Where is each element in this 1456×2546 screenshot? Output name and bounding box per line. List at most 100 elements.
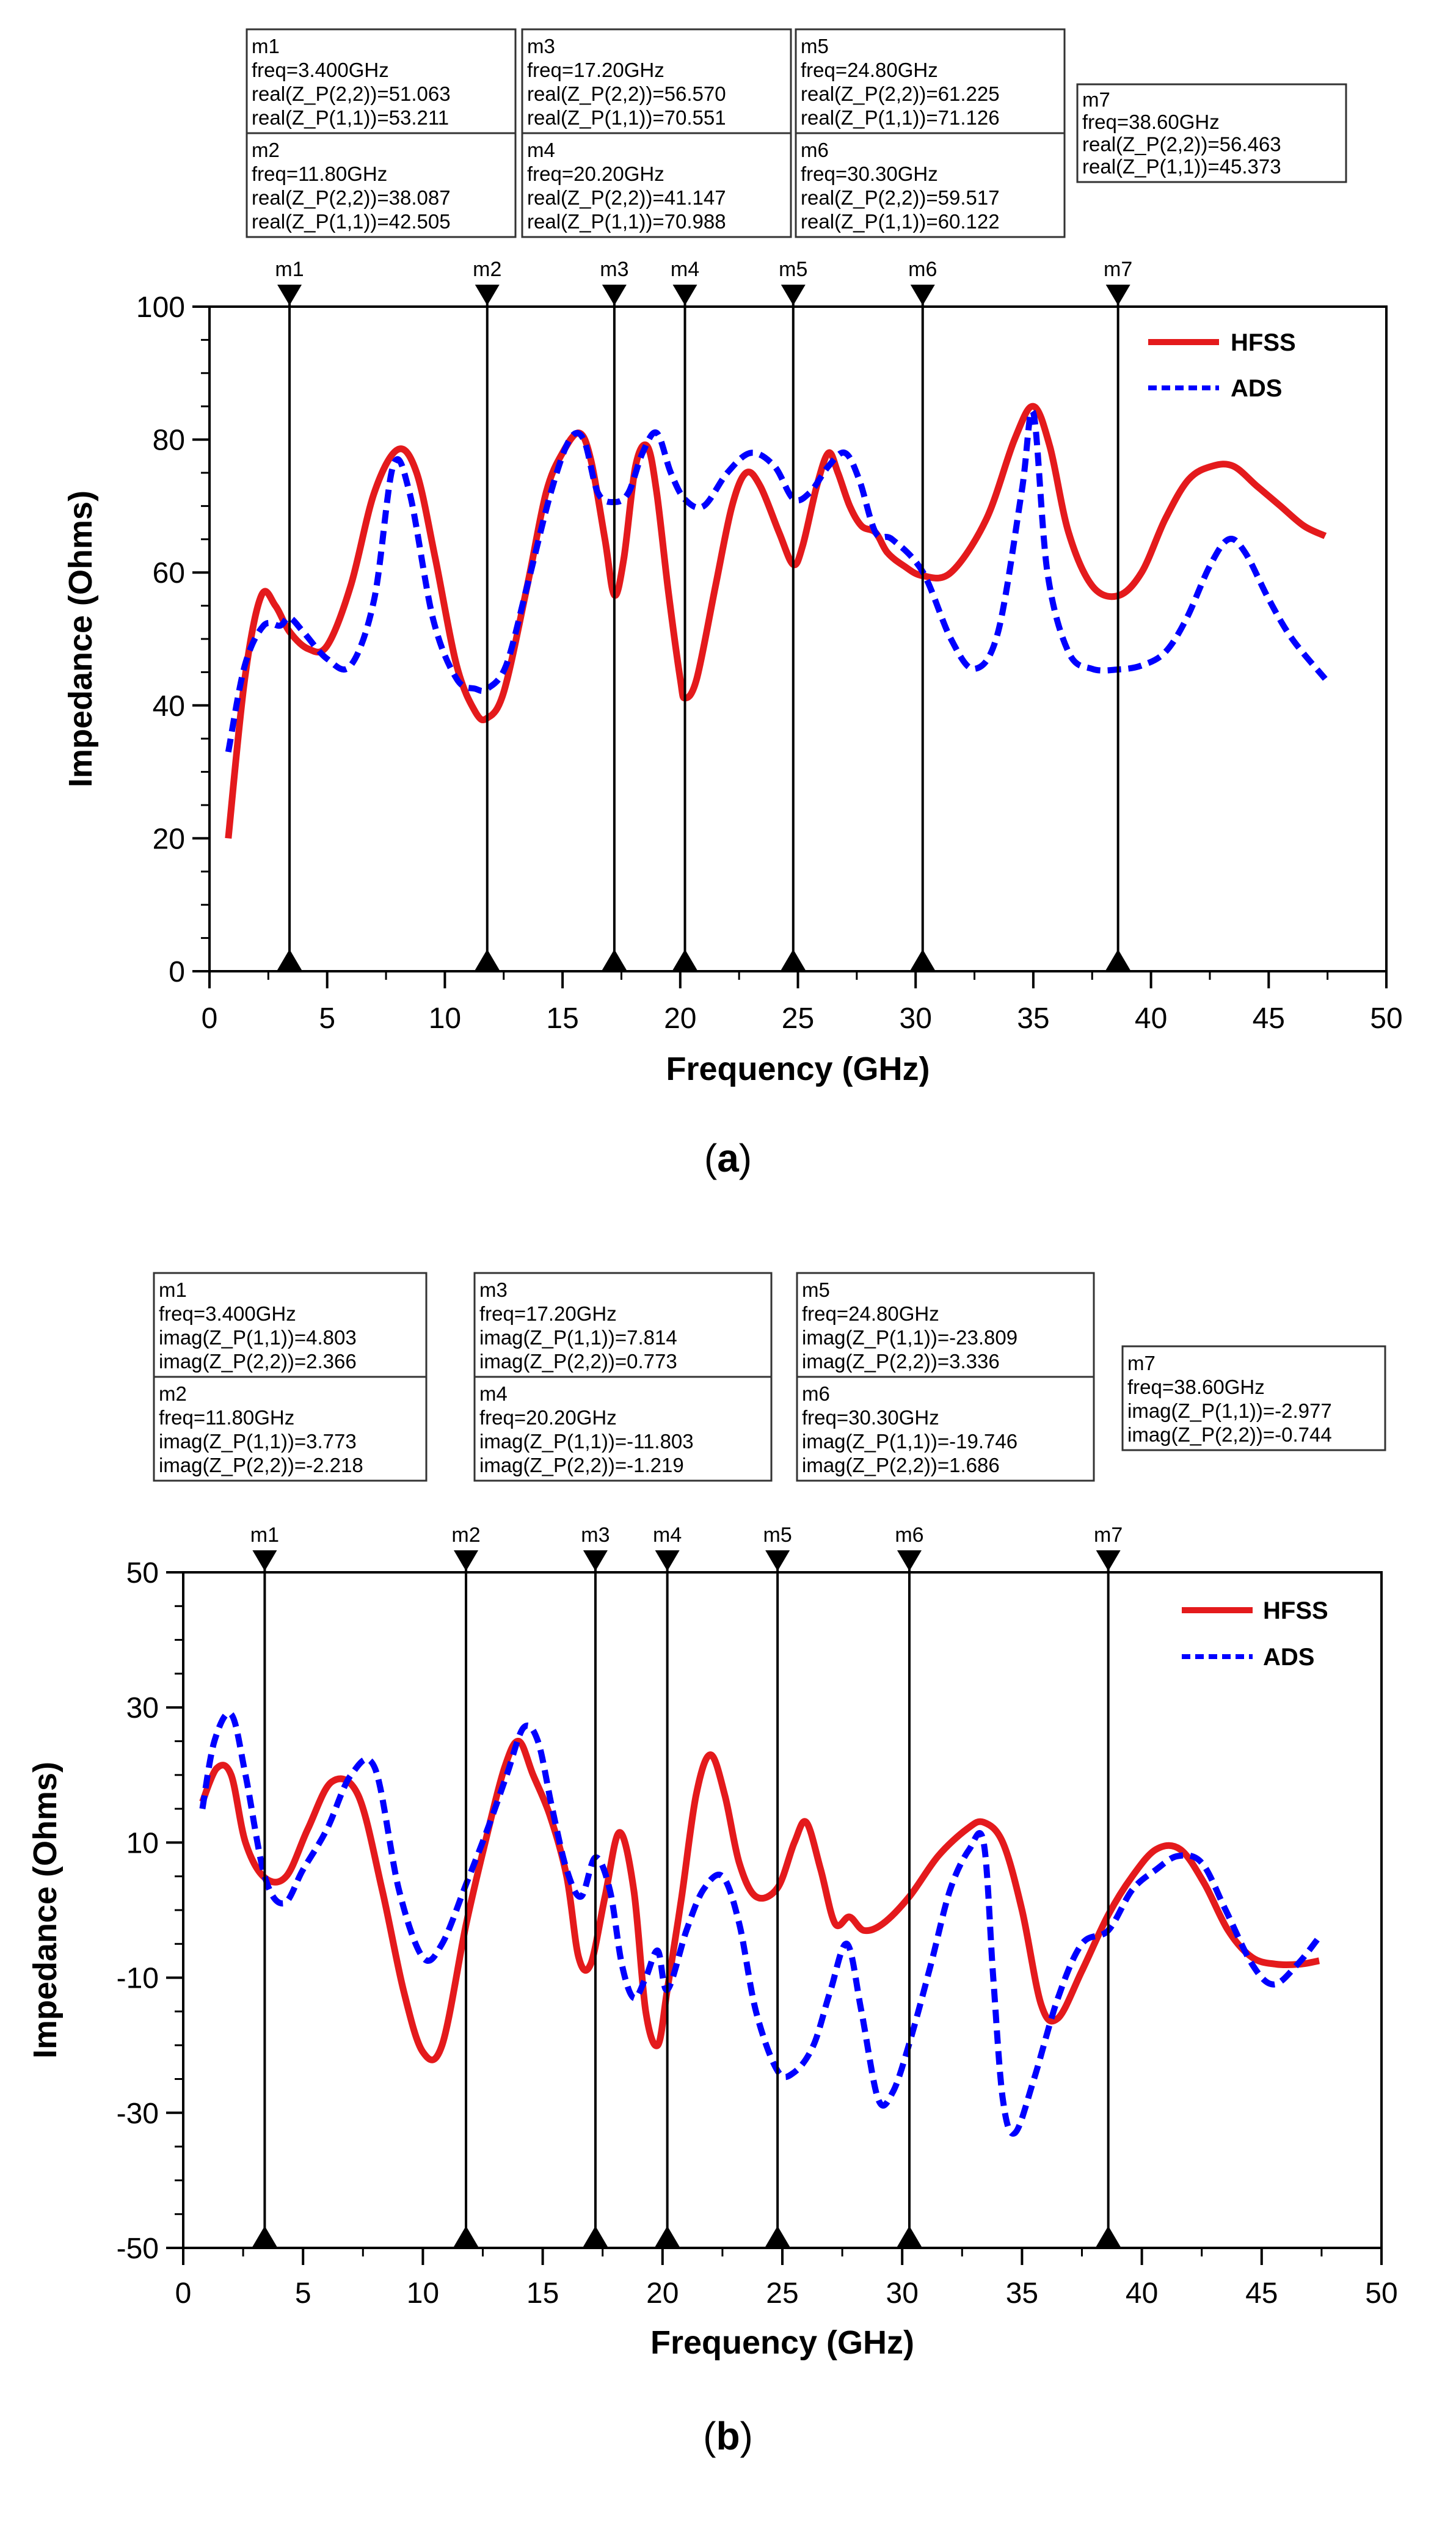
marker-box-value-1: imag(Z_P(1,1))=-23.809 bbox=[802, 1326, 1017, 1349]
y-tick-label: 40 bbox=[153, 690, 185, 723]
marker-box-name: m4 bbox=[479, 1382, 508, 1405]
marker-box-freq: freq=38.60GHz bbox=[1127, 1376, 1265, 1398]
x-tick-label: 10 bbox=[429, 1002, 461, 1035]
marker-box-value-2: imag(Z_P(2,2))=-1.219 bbox=[479, 1454, 684, 1476]
x-axis-title: Frequency (GHz) bbox=[650, 2324, 914, 2361]
chart-panel-a: 0 20 40 60 80 100 0 5 10 15 20 25 30 35 40 45 50 Frequenc… bbox=[62, 28, 1403, 1180]
marker-box-frame bbox=[473, 1272, 773, 1378]
marker-box-m5: m5freq=24.80GHzreal(Z_P(2,2))=61.225real… bbox=[795, 28, 1066, 134]
marker-label-m4: m4 bbox=[653, 1523, 682, 1547]
x-tick-label: 25 bbox=[782, 1002, 814, 1035]
marker-box-frame bbox=[153, 1272, 428, 1378]
marker-box-value-1: imag(Z_P(1,1))=-2.977 bbox=[1127, 1399, 1332, 1422]
marker-box-frame bbox=[795, 132, 1066, 238]
marker-box-name: m6 bbox=[801, 139, 829, 161]
legend: HFSS ADS bbox=[1182, 1597, 1328, 1671]
marker-bottom-triangle-m1 bbox=[252, 2226, 277, 2247]
marker-top-triangle-m1 bbox=[277, 285, 302, 305]
marker-box-name: m1 bbox=[252, 35, 280, 57]
marker-box-value-2: imag(Z_P(2,2))=-0.744 bbox=[1127, 1423, 1332, 1446]
marker-box-value-2: real(Z_P(1,1))=71.126 bbox=[801, 106, 1000, 129]
marker-box-value-1: real(Z_P(2,2))=56.463 bbox=[1082, 133, 1281, 156]
y-tick-label: 30 bbox=[126, 1692, 159, 1724]
y-axis-title: Impedance (Ohms) bbox=[27, 1762, 64, 2059]
marker-box-frame bbox=[796, 1376, 1095, 1482]
marker-label-m4: m4 bbox=[671, 258, 699, 281]
legend-label-hfss: HFSS bbox=[1263, 1597, 1328, 1624]
x-tick-label: 20 bbox=[646, 2277, 679, 2310]
x-tick-label: 45 bbox=[1253, 1002, 1285, 1035]
marker-box-freq: freq=24.80GHz bbox=[802, 1302, 939, 1325]
marker-top-triangle-m2 bbox=[454, 1550, 479, 1571]
marker-box-freq: freq=20.20GHz bbox=[527, 162, 664, 185]
marker-bottom-triangle-m5 bbox=[781, 949, 806, 970]
marker-top-triangle-m5 bbox=[781, 285, 806, 305]
marker-box-name: m5 bbox=[802, 1278, 830, 1301]
marker-box-name: m3 bbox=[527, 35, 555, 57]
marker-bottom-triangle-m5 bbox=[765, 2226, 790, 2247]
y-tick-label: -30 bbox=[117, 2098, 159, 2130]
marker-box-name: m5 bbox=[801, 35, 829, 57]
marker-box-name: m7 bbox=[1082, 89, 1110, 111]
marker-top-triangle-m1 bbox=[252, 1550, 277, 1571]
plot-frame bbox=[182, 1571, 1383, 2249]
marker-label-m3: m3 bbox=[581, 1523, 610, 1547]
marker-box-value-2: real(Z_P(1,1))=45.373 bbox=[1082, 155, 1281, 178]
marker-box-m4: m4freq=20.20GHzimag(Z_P(1,1))=-11.803ima… bbox=[473, 1376, 773, 1482]
marker-label-m7: m7 bbox=[1094, 1523, 1123, 1547]
marker-bottom-triangle-m4 bbox=[672, 949, 697, 970]
y-tick-label: -10 bbox=[117, 1963, 159, 1995]
marker-box-freq: freq=11.80GHz bbox=[252, 162, 387, 185]
marker-bottom-triangle-m1 bbox=[277, 949, 302, 970]
marker-box-m3: m3freq=17.20GHzimag(Z_P(1,1))=7.814imag(… bbox=[473, 1272, 773, 1378]
marker-top-triangle-m7 bbox=[1096, 1550, 1121, 1571]
marker-label-m1: m1 bbox=[275, 258, 304, 281]
y-tick-label: -50 bbox=[117, 2233, 159, 2265]
marker-box-freq: freq=3.400GHz bbox=[252, 59, 389, 81]
marker-label-m5: m5 bbox=[779, 258, 807, 281]
series-line-ads bbox=[225, 408, 1328, 753]
marker-box-m5: m5freq=24.80GHzimag(Z_P(1,1))=-23.809ima… bbox=[796, 1272, 1095, 1378]
marker-bottom-triangle-m2 bbox=[454, 2226, 479, 2247]
panel-caption: (b) bbox=[703, 2414, 753, 2458]
marker-box-name: m4 bbox=[527, 139, 555, 161]
plot-frame bbox=[208, 305, 1388, 972]
marker-box-value-2: real(Z_P(1,1))=42.505 bbox=[252, 210, 451, 233]
x-tick-label: 10 bbox=[407, 2277, 439, 2310]
marker-bottom-triangle-m2 bbox=[475, 949, 500, 970]
marker-box-freq: freq=38.60GHz bbox=[1082, 111, 1220, 133]
marker-top-triangle-m7 bbox=[1105, 285, 1130, 305]
marker-box-value-1: real(Z_P(2,2))=59.517 bbox=[801, 186, 1000, 209]
series-line-hfss bbox=[199, 1738, 1320, 2063]
marker-box-name: m7 bbox=[1127, 1352, 1156, 1374]
legend-label-ads: ADS bbox=[1263, 1644, 1314, 1671]
marker-box-value-2: imag(Z_P(2,2))=3.336 bbox=[802, 1350, 1000, 1373]
x-tick-label: 15 bbox=[526, 2277, 559, 2310]
marker-box-m2: m2freq=11.80GHzimag(Z_P(1,1))=3.773imag(… bbox=[153, 1376, 428, 1482]
marker-label-m2: m2 bbox=[451, 1523, 480, 1547]
panel-caption-letter: a bbox=[717, 1136, 739, 1180]
marker-bottom-triangle-m3 bbox=[583, 2226, 608, 2247]
marker-box-frame bbox=[521, 28, 792, 134]
marker-box-name: m3 bbox=[479, 1278, 508, 1301]
marker-box-value-1: real(Z_P(2,2))=61.225 bbox=[801, 82, 1000, 105]
legend: HFSS ADS bbox=[1148, 329, 1296, 402]
marker-box-value-1: real(Z_P(2,2))=41.147 bbox=[527, 186, 726, 209]
marker-box-name: m2 bbox=[159, 1382, 187, 1405]
marker-box-name: m2 bbox=[252, 139, 280, 161]
x-tick-label: 40 bbox=[1135, 1002, 1167, 1035]
x-tick-label: 25 bbox=[766, 2277, 798, 2310]
marker-box-value-2: imag(Z_P(2,2))=0.773 bbox=[479, 1350, 677, 1373]
marker-box-frame bbox=[246, 28, 517, 134]
x-tick-label: 40 bbox=[1126, 2277, 1158, 2310]
y-axis-title: Impedance (Ohms) bbox=[62, 491, 99, 787]
marker-box-name: m6 bbox=[802, 1382, 830, 1405]
marker-box-value-1: imag(Z_P(1,1))=4.803 bbox=[159, 1326, 357, 1349]
y-tick-label: 50 bbox=[126, 1557, 159, 1589]
marker-box-freq: freq=20.20GHz bbox=[479, 1406, 617, 1429]
marker-box-m4: m4freq=20.20GHzreal(Z_P(2,2))=41.147real… bbox=[521, 132, 792, 238]
marker-top-triangle-m6 bbox=[897, 1550, 922, 1571]
marker-bottom-triangle-m7 bbox=[1105, 949, 1130, 970]
marker-box-m3: m3freq=17.20GHzreal(Z_P(2,2))=56.570real… bbox=[521, 28, 792, 134]
marker-label-m7: m7 bbox=[1104, 258, 1132, 281]
